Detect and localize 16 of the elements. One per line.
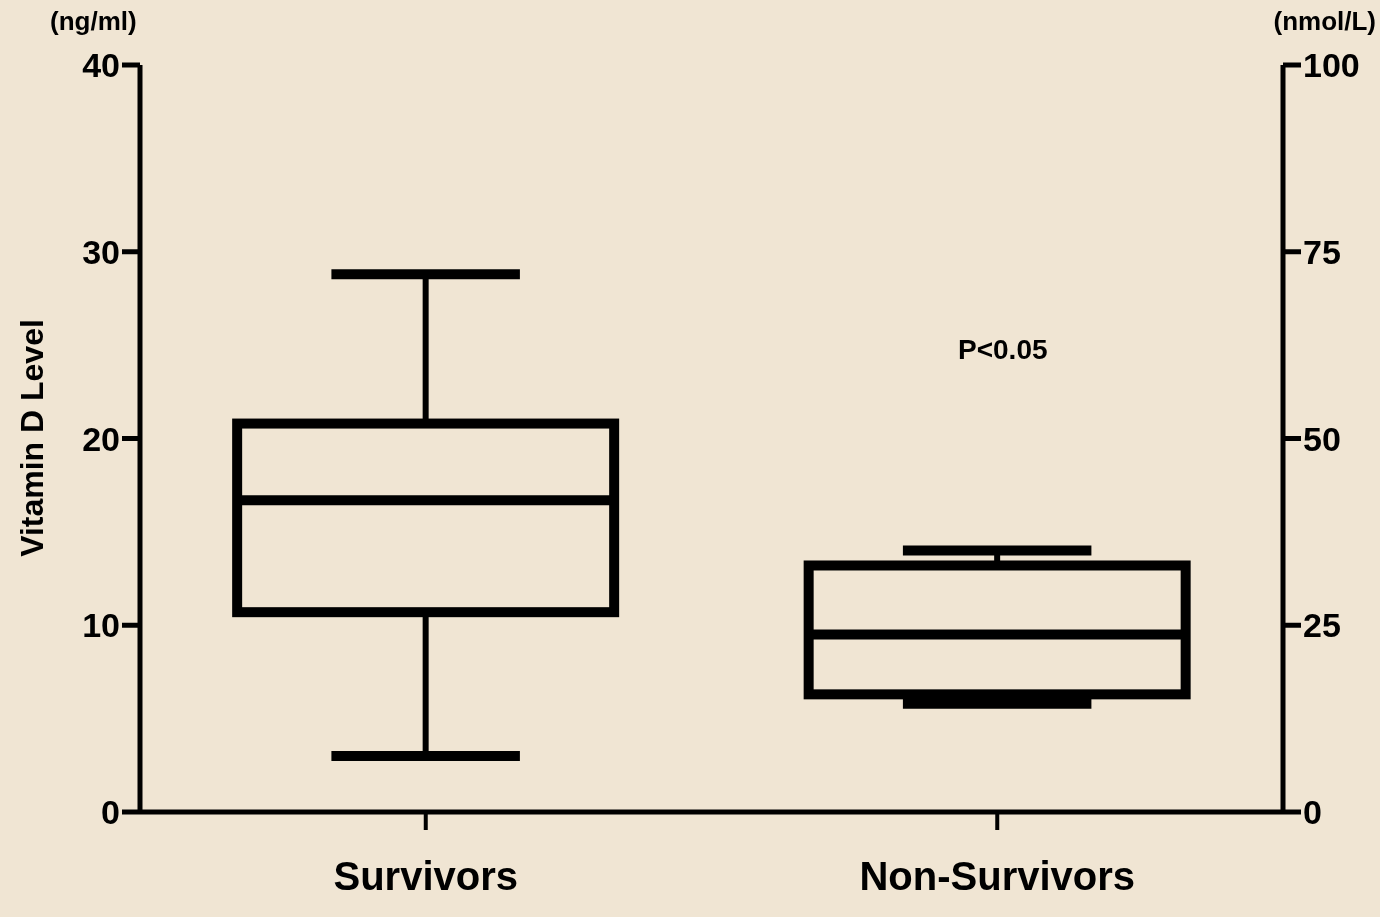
y-tick-label: 20 — [82, 419, 120, 458]
y-tick-label: 30 — [82, 232, 120, 271]
y2-tick-label: 25 — [1303, 606, 1341, 645]
y2-axis-title: (nmol/L) — [1273, 6, 1376, 37]
y2-tick-label: 50 — [1303, 419, 1341, 458]
y2-tick-label: 100 — [1303, 46, 1360, 85]
annotation: P<0.05 — [958, 334, 1048, 366]
y2-tick-label: 75 — [1303, 232, 1341, 271]
y-tick-label: 40 — [82, 46, 120, 85]
x-tick-label: Non-Survivors — [859, 854, 1136, 899]
text: (ng/ml) — [50, 6, 137, 37]
y-tick-label: 0 — [101, 793, 120, 832]
y-axis-title: Vitamin D Level — [13, 319, 51, 557]
y-tick-label: 10 — [82, 606, 120, 645]
y2-tick-label: 0 — [1303, 793, 1322, 832]
x-tick-label: Survivors — [333, 854, 519, 899]
